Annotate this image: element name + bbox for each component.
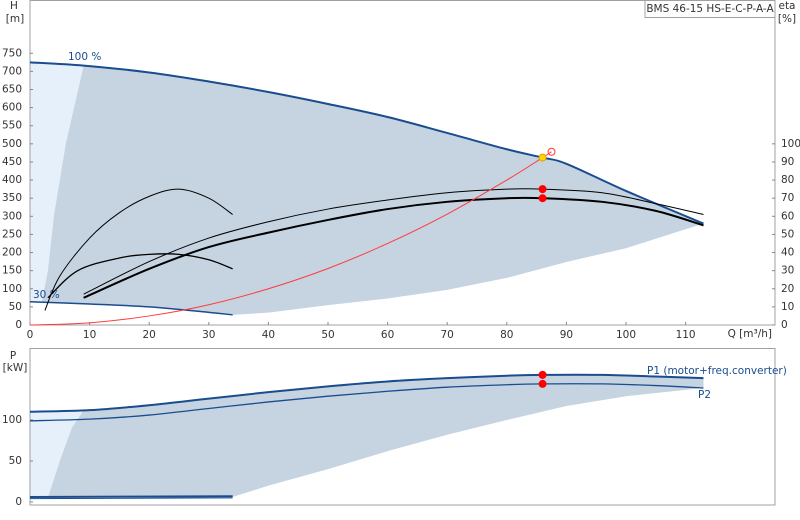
y-axis-label: P [10, 350, 16, 362]
y-tick-label: 50 [9, 455, 22, 467]
duty-point [547, 147, 556, 156]
x-tick-label: 30 [202, 329, 215, 341]
y-tick-label: 650 [2, 83, 22, 95]
x-tick-label: 0 [27, 329, 34, 341]
y-axis-unit: [kW] [3, 362, 28, 374]
y2-tick-label: 90 [781, 156, 794, 168]
curve [29, 495, 233, 499]
y-tick-label: 100 [2, 283, 22, 295]
y-tick-label: 550 [2, 120, 22, 132]
y-tick-label: 50 [9, 301, 22, 313]
curve [29, 61, 704, 225]
curve [83, 196, 704, 299]
curve-label: 30 % [33, 289, 60, 301]
y2-tick-label: 40 [781, 247, 794, 259]
y-tick-label: 150 [2, 265, 22, 277]
x-tick-label: 40 [262, 329, 275, 341]
x-tick-label: 60 [381, 329, 394, 341]
duty-point [538, 379, 547, 388]
y2-tick-label: 80 [781, 174, 794, 186]
y-tick-label: 400 [2, 174, 22, 186]
operating-area [47, 374, 704, 498]
y2-tick-label: 60 [781, 210, 794, 222]
operating-area [41, 65, 704, 315]
curve [29, 383, 704, 422]
y-tick-label: 500 [2, 138, 22, 150]
y-tick-label: 100 [2, 414, 22, 426]
title-box [644, 0, 776, 18]
chart-group: 0 10 20 30 40 50 60 70 80 90 100 110050100150200250… [2, 0, 800, 341]
y2-tick-label: 0 [781, 319, 788, 331]
y-tick-label: 300 [2, 210, 22, 222]
curve [29, 301, 233, 316]
x-tick-label: 90 [560, 329, 573, 341]
x-tick-label: 20 [143, 329, 156, 341]
curve [29, 373, 704, 413]
plot-frame [29, 0, 776, 326]
y2-tick-label: 30 [781, 265, 794, 277]
duty-point [538, 153, 547, 162]
chart-group: 0 50 100 P1 (motor+freq.converter) P2 [2, 348, 787, 508]
curve [29, 151, 552, 326]
y2-tick-label: 20 [781, 283, 794, 295]
x-axis-label: Q [m³/h] [728, 328, 772, 340]
y2-tick-label: 100 [781, 138, 800, 150]
x-tick-label: 100 [616, 329, 636, 341]
duty-point [538, 185, 547, 194]
duty-point [538, 194, 547, 203]
y-tick-label: 200 [2, 247, 22, 259]
operating-area [30, 410, 84, 498]
x-tick-label: 110 [676, 329, 696, 341]
curve [83, 188, 704, 295]
y-tick-label: 600 [2, 102, 22, 114]
y-tick-label: 250 [2, 228, 22, 240]
curve [47, 253, 233, 299]
y2-tick-label: 10 [781, 301, 794, 313]
y-axis-label: H [10, 0, 18, 12]
chart-title: BMS 46-15 HS-E-C-P-A-A [646, 3, 774, 15]
y2-tick-label: 50 [781, 228, 794, 240]
y2-axis-unit: [%] [778, 13, 796, 25]
curve-label: P1 (motor+freq.converter) [647, 365, 787, 377]
curve-label: 100 % [68, 51, 101, 63]
y-tick-label: 700 [2, 65, 22, 77]
y-tick-label: 450 [2, 156, 22, 168]
plot-frame [29, 348, 776, 506]
curve-label: P2 [698, 389, 711, 401]
y-tick-label: 0 [15, 319, 22, 331]
x-tick-label: 50 [321, 329, 334, 341]
y2-tick-label: 70 [781, 192, 794, 204]
y2-axis-label: eta [778, 0, 795, 12]
x-tick-label: 70 [441, 329, 454, 341]
y-tick-label: 750 [2, 47, 22, 59]
y-tick-label: 350 [2, 192, 22, 204]
curve [44, 188, 233, 311]
x-tick-label: 10 [83, 329, 96, 341]
y-tick-label: 0 [15, 496, 22, 508]
y-axis-unit: [m] [6, 13, 24, 25]
x-tick-label: 80 [500, 329, 513, 341]
curve [29, 497, 233, 500]
duty-point [538, 370, 547, 379]
operating-area [30, 62, 84, 302]
